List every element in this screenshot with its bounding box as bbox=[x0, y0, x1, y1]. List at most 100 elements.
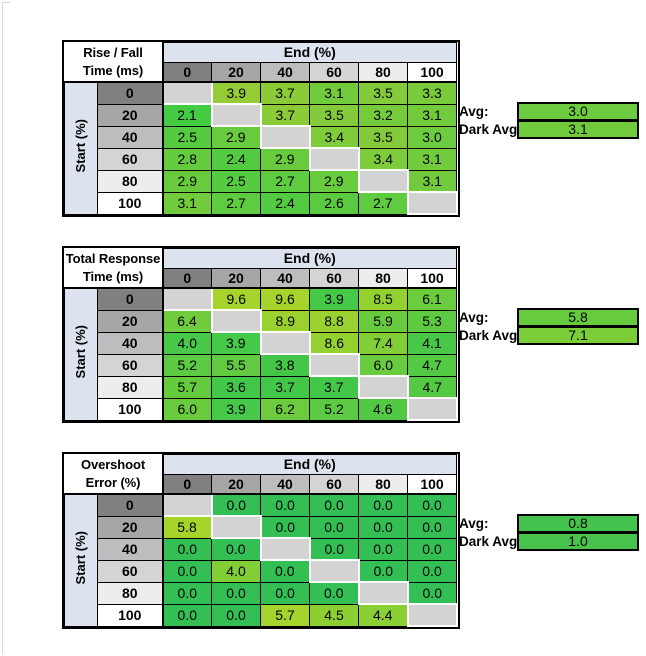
value-cell[interactable]: 5.7 bbox=[260, 603, 310, 627]
empty-diagonal-cell[interactable] bbox=[357, 375, 409, 399]
empty-diagonal-cell[interactable] bbox=[161, 287, 213, 311]
value-cell[interactable]: 0.0 bbox=[309, 537, 359, 561]
value-cell[interactable]: 2.1 bbox=[162, 103, 212, 127]
value-cell[interactable]: 2.7 bbox=[260, 169, 310, 193]
value-cell[interactable]: 6.4 bbox=[162, 309, 212, 333]
empty-diagonal-cell[interactable] bbox=[210, 515, 262, 539]
value-cell[interactable]: 5.3 bbox=[407, 309, 457, 333]
value-cell[interactable]: 0.0 bbox=[162, 559, 212, 583]
value-cell[interactable]: 3.5 bbox=[358, 81, 408, 105]
value-cell[interactable]: 6.2 bbox=[260, 397, 310, 421]
value-cell[interactable]: 3.9 bbox=[211, 81, 261, 105]
value-cell[interactable]: 0.0 bbox=[358, 559, 408, 583]
value-cell[interactable]: 4.1 bbox=[407, 331, 457, 355]
empty-diagonal-cell[interactable] bbox=[406, 191, 458, 215]
empty-diagonal-cell[interactable] bbox=[259, 331, 311, 355]
value-cell[interactable]: 5.9 bbox=[358, 309, 408, 333]
value-cell[interactable]: 5.8 bbox=[162, 515, 212, 539]
value-cell[interactable]: 4.7 bbox=[407, 375, 457, 399]
empty-diagonal-cell[interactable] bbox=[259, 125, 311, 149]
value-cell[interactable]: 2.4 bbox=[260, 191, 310, 215]
value-cell[interactable]: 5.5 bbox=[211, 353, 261, 377]
value-cell[interactable]: 9.6 bbox=[260, 287, 310, 311]
empty-diagonal-cell[interactable] bbox=[259, 537, 311, 561]
value-cell[interactable]: 2.9 bbox=[260, 147, 310, 171]
value-cell[interactable]: 4.0 bbox=[211, 559, 261, 583]
value-cell[interactable]: 2.8 bbox=[162, 147, 212, 171]
value-cell[interactable]: 3.4 bbox=[358, 147, 408, 171]
value-cell[interactable]: 3.7 bbox=[309, 375, 359, 399]
avg-value-cell[interactable]: 3.0 bbox=[517, 102, 639, 121]
value-cell[interactable]: 3.7 bbox=[260, 103, 310, 127]
empty-diagonal-cell[interactable] bbox=[210, 103, 262, 127]
value-cell[interactable]: 3.6 bbox=[211, 375, 261, 399]
value-cell[interactable]: 3.0 bbox=[407, 125, 457, 149]
value-cell[interactable]: 8.6 bbox=[309, 331, 359, 355]
value-cell[interactable]: 2.4 bbox=[211, 147, 261, 171]
value-cell[interactable]: 3.5 bbox=[309, 103, 359, 127]
value-cell[interactable]: 0.0 bbox=[211, 537, 261, 561]
empty-diagonal-cell[interactable] bbox=[308, 147, 360, 171]
value-cell[interactable]: 6.0 bbox=[358, 353, 408, 377]
value-cell[interactable]: 2.9 bbox=[162, 169, 212, 193]
value-cell[interactable]: 0.0 bbox=[211, 493, 261, 517]
value-cell[interactable]: 2.7 bbox=[211, 191, 261, 215]
value-cell[interactable]: 8.8 bbox=[309, 309, 359, 333]
value-cell[interactable]: 0.0 bbox=[260, 559, 310, 583]
value-cell[interactable]: 2.5 bbox=[162, 125, 212, 149]
value-cell[interactable]: 3.3 bbox=[407, 81, 457, 105]
value-cell[interactable]: 0.0 bbox=[260, 493, 310, 517]
value-cell[interactable]: 0.0 bbox=[309, 493, 359, 517]
empty-diagonal-cell[interactable] bbox=[406, 603, 458, 627]
value-cell[interactable]: 2.9 bbox=[211, 125, 261, 149]
avg-value-cell[interactable]: 0.8 bbox=[517, 514, 639, 533]
value-cell[interactable]: 0.0 bbox=[211, 581, 261, 605]
value-cell[interactable]: 0.0 bbox=[358, 537, 408, 561]
value-cell[interactable]: 4.7 bbox=[407, 353, 457, 377]
value-cell[interactable]: 0.0 bbox=[407, 515, 457, 539]
value-cell[interactable]: 3.1 bbox=[309, 81, 359, 105]
value-cell[interactable]: 3.9 bbox=[211, 397, 261, 421]
dark-avg-value-cell[interactable]: 3.1 bbox=[517, 120, 639, 139]
empty-diagonal-cell[interactable] bbox=[357, 169, 409, 193]
value-cell[interactable]: 0.0 bbox=[260, 515, 310, 539]
value-cell[interactable]: 5.2 bbox=[309, 397, 359, 421]
value-cell[interactable]: 3.1 bbox=[162, 191, 212, 215]
empty-diagonal-cell[interactable] bbox=[406, 397, 458, 421]
value-cell[interactable]: 6.1 bbox=[407, 287, 457, 311]
value-cell[interactable]: 0.0 bbox=[162, 603, 212, 627]
value-cell[interactable]: 0.0 bbox=[309, 581, 359, 605]
dark-avg-value-cell[interactable]: 1.0 bbox=[517, 532, 639, 551]
value-cell[interactable]: 2.6 bbox=[309, 191, 359, 215]
value-cell[interactable]: 0.0 bbox=[211, 603, 261, 627]
value-cell[interactable]: 0.0 bbox=[407, 493, 457, 517]
value-cell[interactable]: 0.0 bbox=[407, 581, 457, 605]
value-cell[interactable]: 0.0 bbox=[407, 559, 457, 583]
value-cell[interactable]: 5.2 bbox=[162, 353, 212, 377]
avg-value-cell[interactable]: 5.8 bbox=[517, 308, 639, 327]
value-cell[interactable]: 2.7 bbox=[358, 191, 408, 215]
value-cell[interactable]: 3.1 bbox=[407, 147, 457, 171]
value-cell[interactable]: 4.6 bbox=[358, 397, 408, 421]
value-cell[interactable]: 8.9 bbox=[260, 309, 310, 333]
value-cell[interactable]: 3.9 bbox=[309, 287, 359, 311]
value-cell[interactable]: 0.0 bbox=[260, 581, 310, 605]
empty-diagonal-cell[interactable] bbox=[210, 309, 262, 333]
value-cell[interactable]: 3.8 bbox=[260, 353, 310, 377]
empty-diagonal-cell[interactable] bbox=[308, 353, 360, 377]
value-cell[interactable]: 0.0 bbox=[358, 493, 408, 517]
value-cell[interactable]: 3.2 bbox=[358, 103, 408, 127]
dark-avg-value-cell[interactable]: 7.1 bbox=[517, 326, 639, 345]
value-cell[interactable]: 3.9 bbox=[211, 331, 261, 355]
value-cell[interactable]: 3.1 bbox=[407, 103, 457, 127]
value-cell[interactable]: 0.0 bbox=[407, 537, 457, 561]
value-cell[interactable]: 9.6 bbox=[211, 287, 261, 311]
value-cell[interactable]: 3.5 bbox=[358, 125, 408, 149]
empty-diagonal-cell[interactable] bbox=[308, 559, 360, 583]
value-cell[interactable]: 2.9 bbox=[309, 169, 359, 193]
empty-diagonal-cell[interactable] bbox=[357, 581, 409, 605]
value-cell[interactable]: 2.5 bbox=[211, 169, 261, 193]
value-cell[interactable]: 6.0 bbox=[162, 397, 212, 421]
value-cell[interactable]: 0.0 bbox=[162, 581, 212, 605]
value-cell[interactable]: 3.7 bbox=[260, 375, 310, 399]
